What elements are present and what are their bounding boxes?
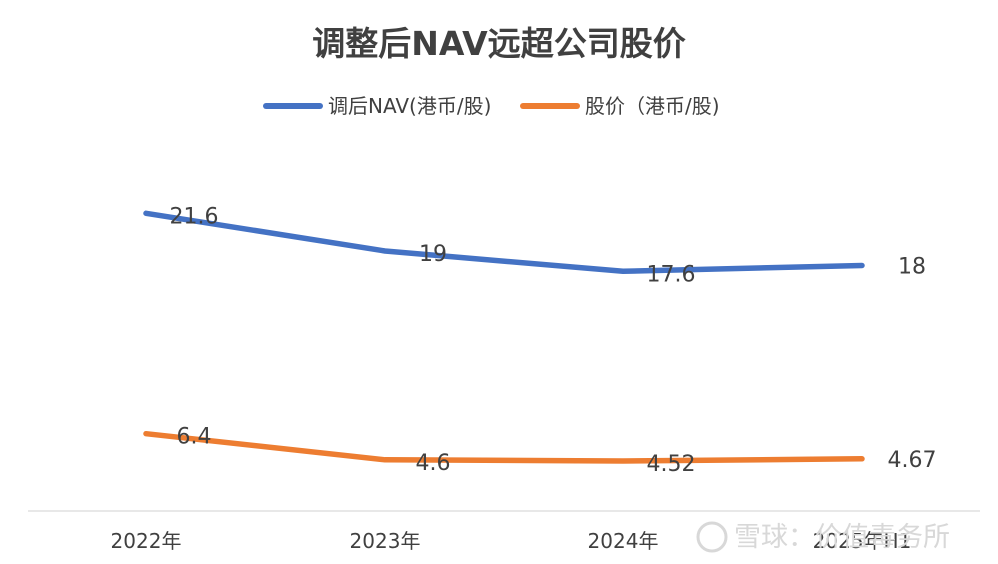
watermark: 雪球：价值毒务所 bbox=[696, 521, 950, 553]
legend-label-price: 股价（港币/股) bbox=[585, 94, 720, 118]
x-tick-label-3: 2025年H1 bbox=[813, 529, 912, 553]
watermark-text: 雪球：价值毒务所 bbox=[734, 522, 950, 553]
series-line-0 bbox=[143, 210, 865, 275]
data-label-s0-1: 19 bbox=[419, 242, 447, 267]
x-axis-tick-labels: 2022年 2023年 2024年 2025年H1 bbox=[111, 529, 912, 553]
data-label-s0-3: 18 bbox=[898, 255, 926, 280]
legend: 调后NAV(港币/股) 股价（港币/股) bbox=[263, 94, 720, 118]
data-label-s1-3: 4.67 bbox=[888, 448, 937, 473]
data-label-s1-1: 4.6 bbox=[416, 451, 451, 476]
snowball-logo-icon bbox=[696, 521, 728, 553]
data-label-layer: 21.6 19 17.6 18 6.4 4.6 4.52 4.67 bbox=[170, 204, 937, 477]
x-tick-label-0: 2022年 bbox=[111, 529, 182, 553]
data-label-s0-0: 21.6 bbox=[170, 204, 219, 229]
chart-title: 调整后NAV远超公司股价 bbox=[312, 24, 685, 63]
x-tick-label-1: 2023年 bbox=[350, 529, 421, 553]
data-label-s1-2: 4.52 bbox=[647, 452, 696, 477]
data-label-s1-0: 6.4 bbox=[177, 425, 212, 450]
series-layer bbox=[143, 210, 865, 464]
legend-label-nav: 调后NAV(港币/股) bbox=[328, 94, 491, 118]
series-line-1 bbox=[143, 430, 865, 464]
data-label-s0-2: 17.6 bbox=[647, 262, 696, 287]
x-tick-label-2: 2024年 bbox=[588, 529, 659, 553]
